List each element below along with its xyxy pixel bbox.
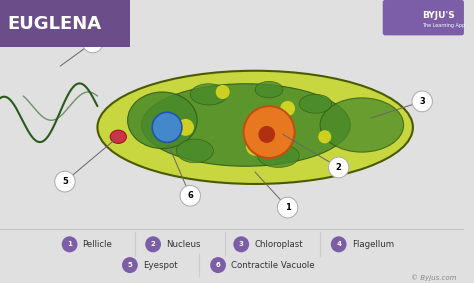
Circle shape [246, 137, 264, 156]
Text: EUGLENA: EUGLENA [7, 15, 101, 33]
Circle shape [318, 130, 331, 143]
Text: Eyespot: Eyespot [143, 261, 178, 270]
Circle shape [412, 91, 432, 112]
Text: BYJU'S: BYJU'S [422, 10, 455, 20]
Text: 4: 4 [90, 38, 96, 47]
Text: Contractile Vacuole: Contractile Vacuole [231, 261, 315, 270]
FancyBboxPatch shape [383, 0, 464, 35]
Text: 5: 5 [62, 177, 68, 186]
Circle shape [280, 101, 295, 116]
Circle shape [62, 236, 77, 252]
Text: 4: 4 [336, 241, 341, 247]
Ellipse shape [257, 144, 299, 168]
Text: 3: 3 [419, 97, 425, 106]
Ellipse shape [142, 84, 350, 166]
Text: 1: 1 [285, 203, 291, 212]
Ellipse shape [190, 84, 228, 105]
Text: 6: 6 [187, 191, 193, 200]
Circle shape [328, 157, 349, 178]
Text: Flagellum: Flagellum [352, 240, 394, 249]
Circle shape [244, 106, 295, 158]
Text: The Learning App: The Learning App [422, 23, 465, 29]
Ellipse shape [110, 130, 127, 143]
Circle shape [177, 119, 194, 136]
Circle shape [180, 185, 201, 206]
Circle shape [258, 126, 275, 143]
Circle shape [145, 236, 161, 252]
Ellipse shape [255, 82, 283, 98]
Circle shape [122, 257, 138, 273]
Circle shape [55, 171, 75, 192]
Circle shape [277, 197, 298, 218]
Circle shape [216, 85, 229, 99]
Text: Chloroplast: Chloroplast [254, 240, 303, 249]
Circle shape [210, 257, 226, 273]
Circle shape [233, 236, 249, 252]
Ellipse shape [320, 98, 404, 152]
Ellipse shape [299, 94, 332, 113]
Bar [0, 0, 130, 47]
Circle shape [331, 236, 346, 252]
Circle shape [152, 112, 182, 142]
Text: 3: 3 [239, 241, 244, 247]
Text: Pellicle: Pellicle [82, 240, 112, 249]
Text: 6: 6 [216, 262, 220, 268]
Text: © Byjus.com: © Byjus.com [411, 274, 457, 281]
Text: 2: 2 [336, 163, 342, 172]
Circle shape [82, 32, 103, 53]
Ellipse shape [98, 71, 413, 184]
Text: 1: 1 [67, 241, 72, 247]
Text: 5: 5 [128, 262, 132, 268]
Text: Nucleus: Nucleus [166, 240, 201, 249]
Ellipse shape [128, 92, 197, 149]
Text: 2: 2 [151, 241, 155, 247]
Ellipse shape [176, 139, 213, 163]
